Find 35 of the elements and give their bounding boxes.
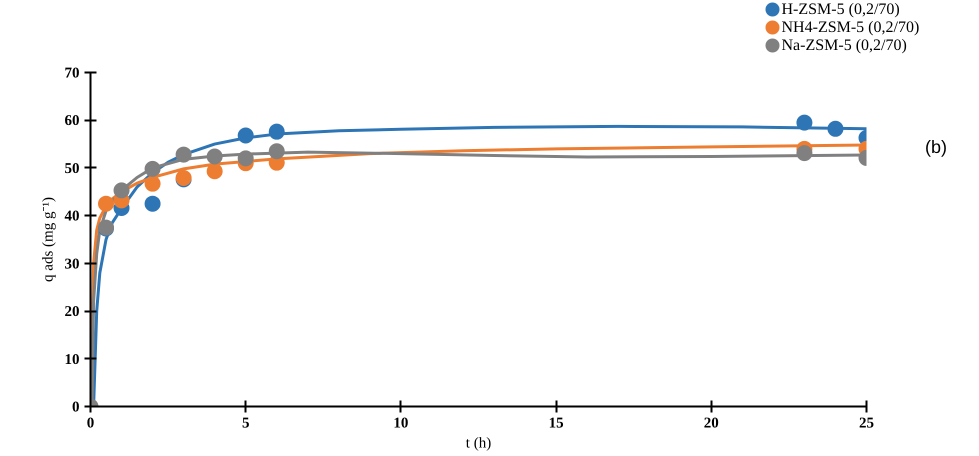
x-tick-label: 10	[393, 416, 408, 432]
legend-label: Na-ZSM-5 (0,2/70)	[782, 37, 907, 54]
legend-label: NH4-ZSM-5 (0,2/70)	[782, 19, 920, 36]
point	[238, 150, 254, 166]
point	[238, 128, 254, 144]
y-tick-label: 30	[64, 256, 80, 272]
y-tick-label: 40	[64, 208, 80, 225]
point	[114, 182, 130, 198]
point	[206, 163, 223, 180]
y-tick-label: 50	[64, 160, 80, 177]
y-tick-label: 70	[64, 66, 80, 82]
point	[98, 196, 114, 212]
legend-label: H-ZSM-5 (0,2/70)	[782, 1, 900, 18]
x-tick-label: 15	[548, 416, 564, 432]
point	[176, 146, 192, 163]
point	[796, 114, 812, 131]
point	[144, 160, 161, 177]
y-tick-label: 60	[64, 113, 80, 130]
x-tick-label: 0	[86, 416, 94, 432]
point	[268, 143, 285, 160]
point	[144, 176, 161, 192]
x-tick-label: 20	[704, 416, 719, 432]
y-tick-label: 20	[64, 304, 80, 320]
y-tick-label: 0	[72, 400, 80, 416]
y-axis-title: q ads (mg g⁻¹)	[40, 197, 56, 282]
x-tick-label: 5	[242, 416, 250, 432]
point	[206, 148, 223, 164]
x-tick-label: 25	[859, 416, 874, 432]
point	[796, 145, 812, 162]
point	[827, 120, 844, 137]
point	[268, 124, 285, 140]
y-tick-label: 10	[64, 352, 80, 368]
x-axis-title: t (h)	[466, 436, 492, 452]
point	[144, 196, 161, 212]
text: (b)	[925, 136, 947, 159]
